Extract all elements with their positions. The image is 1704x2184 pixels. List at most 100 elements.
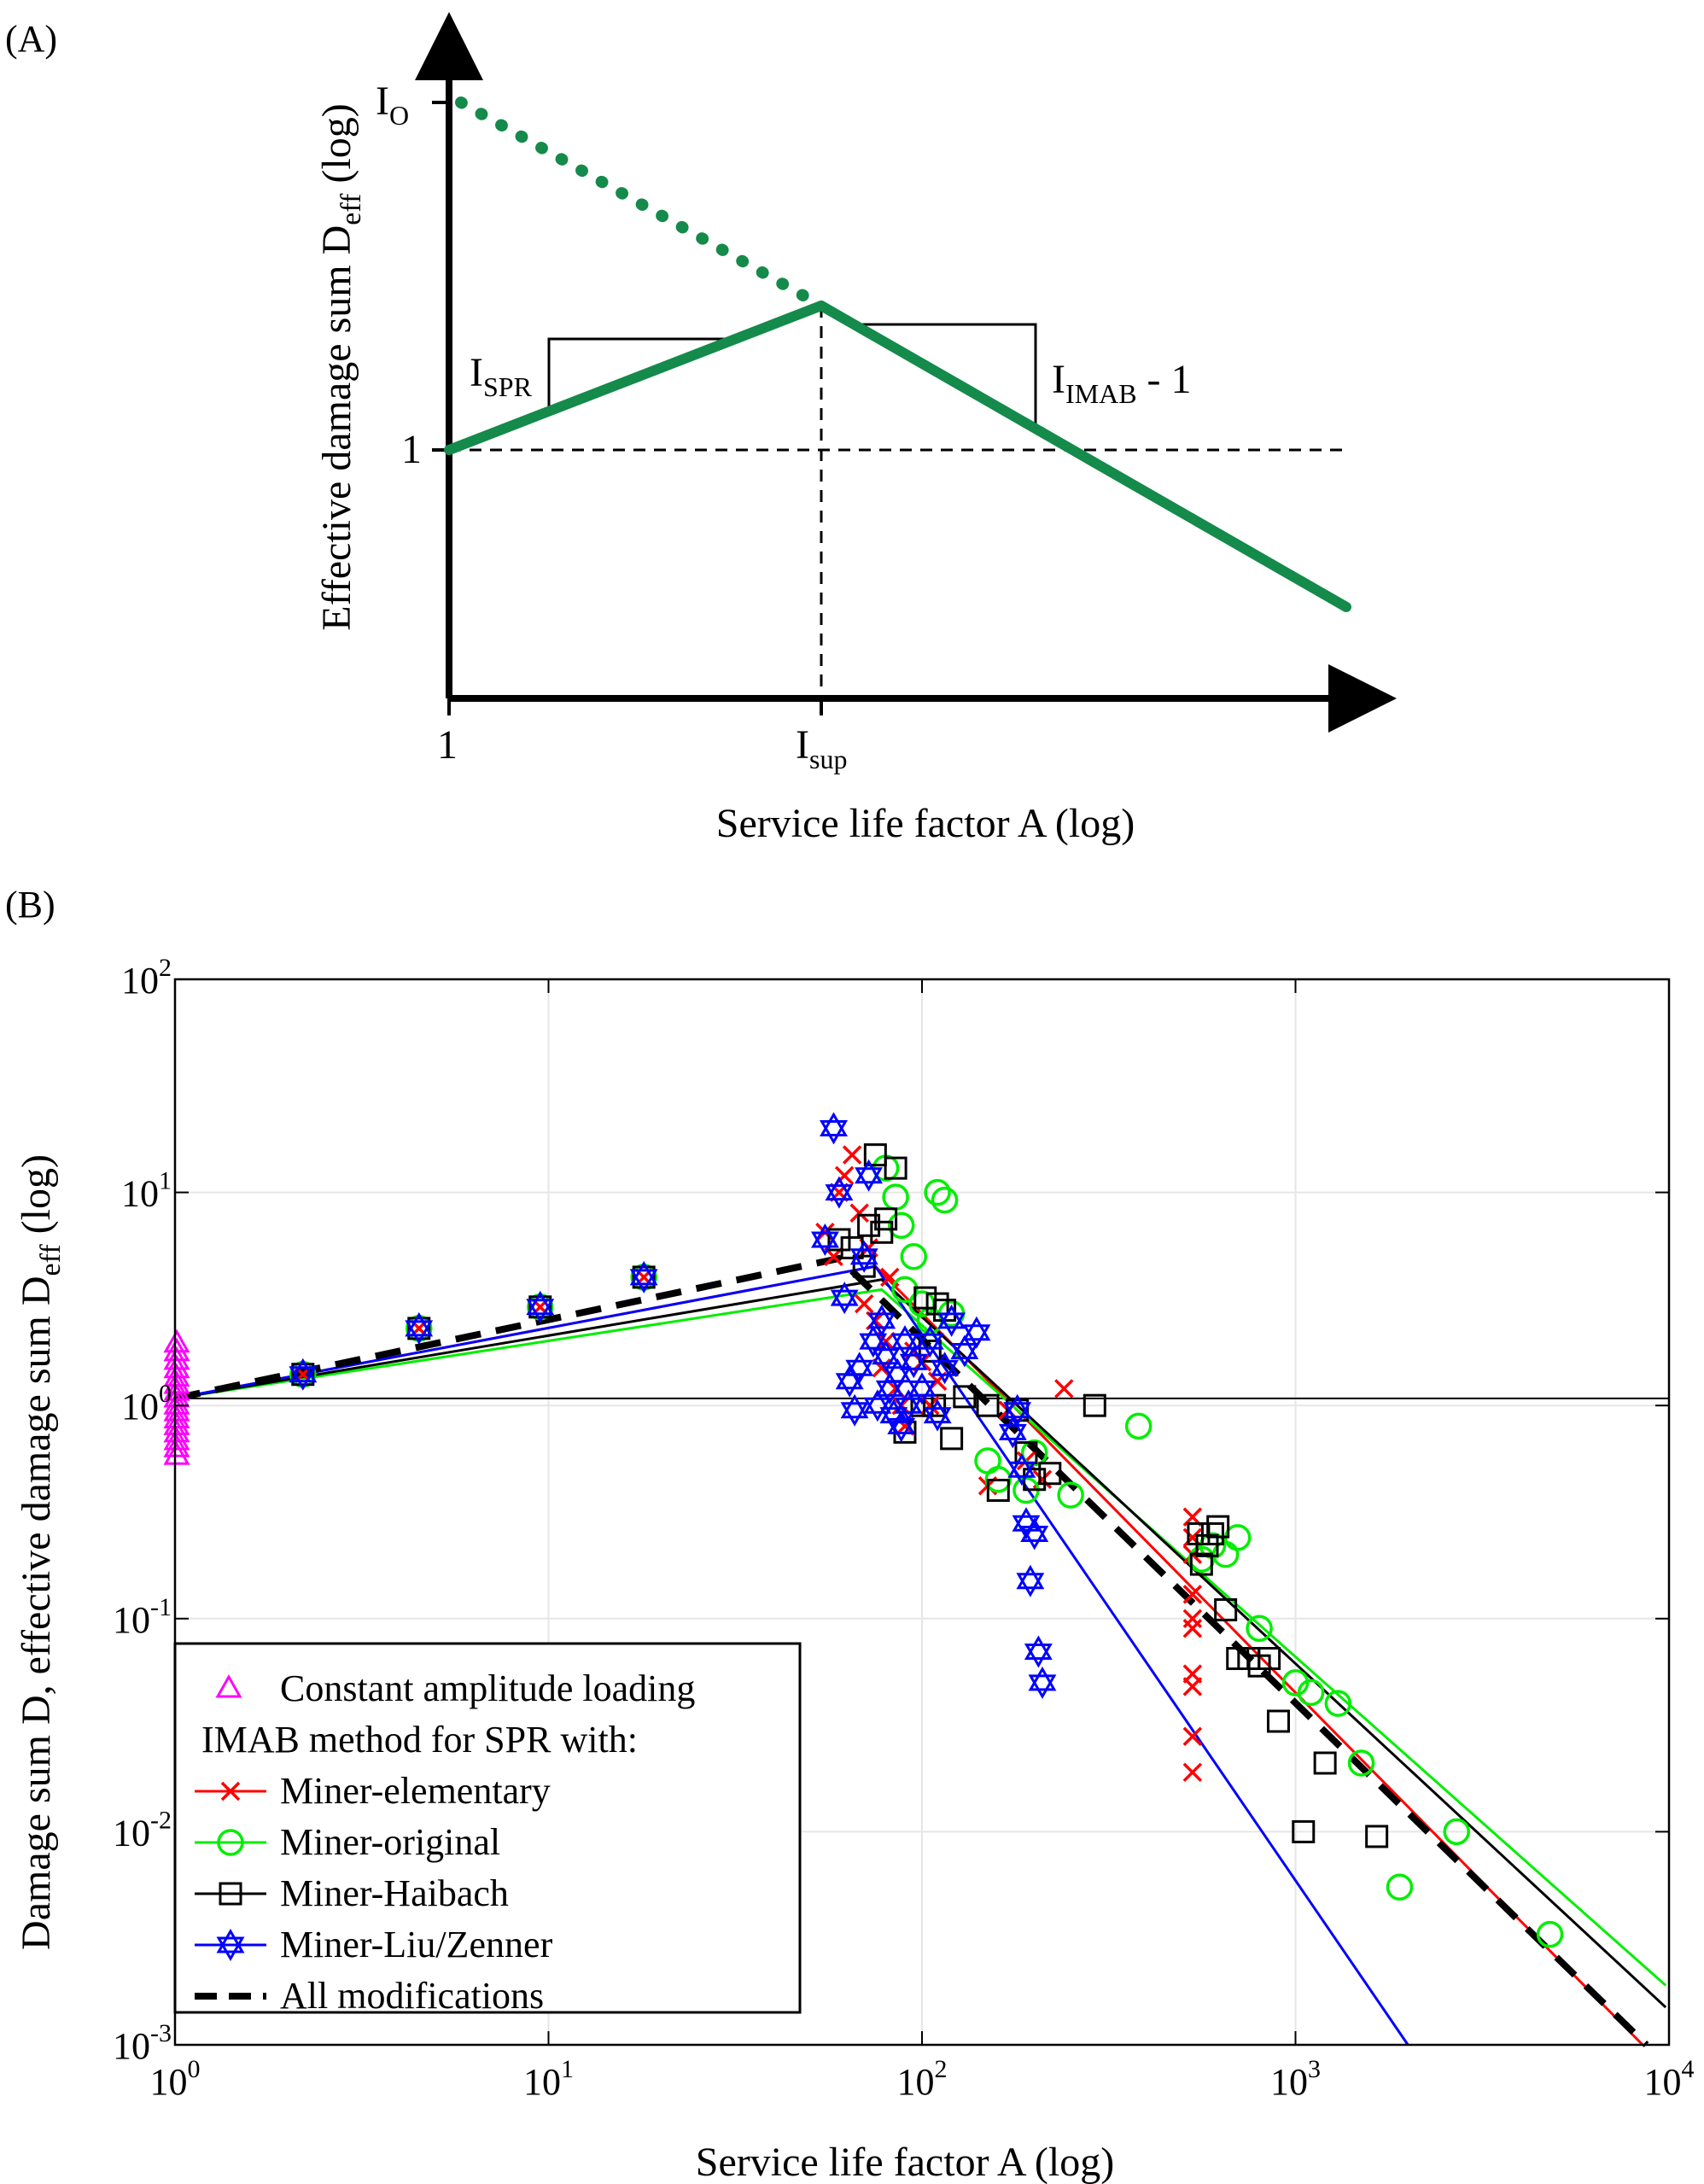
fit-line-1	[174, 1288, 1667, 1987]
data-point-hexagram	[962, 1316, 991, 1341]
data-point-square	[291, 1363, 315, 1387]
data-point-hexagram	[405, 1320, 434, 1345]
panel-b-data-points	[163, 1112, 1564, 1948]
data-point-hexagram	[825, 1184, 854, 1209]
data-point-hexagram	[937, 1312, 966, 1337]
data-point-hexagram	[867, 1304, 896, 1329]
data-point-hexagram	[1012, 1507, 1041, 1532]
data-point-square	[874, 1207, 898, 1231]
data-point-hexagram	[849, 1248, 878, 1273]
data-point-circle	[887, 1212, 915, 1240]
data-point-circle	[1020, 1439, 1048, 1467]
legend-mark-constant	[215, 1673, 242, 1698]
panel-a-slope-triangle-right	[854, 323, 1037, 423]
data-point-hexagram	[840, 1393, 869, 1419]
data-point-square	[1189, 1552, 1213, 1576]
data-point-circle	[984, 1466, 1012, 1493]
data-point-hexagram	[289, 1358, 318, 1383]
data-point-square	[1214, 1597, 1238, 1621]
data-point-hexagram	[863, 1389, 892, 1414]
data-point-square	[870, 1220, 894, 1244]
data-point-hexagram	[1020, 1517, 1049, 1542]
panel-a-x-axis-title: Service life factor A (log)	[716, 801, 1135, 846]
data-point-circle	[924, 1178, 951, 1206]
data-point-hexagram	[923, 1399, 952, 1424]
legend-entry-miner-elementary: Miner-elementary	[280, 1770, 551, 1812]
data-point-hexagram	[894, 1389, 923, 1414]
data-point-hexagram	[526, 1299, 555, 1323]
data-point-hexagram	[962, 1324, 991, 1349]
y-tick-label: 10-3	[113, 2019, 172, 2067]
y-tick-label: 10-1	[113, 1593, 172, 1641]
panel-a-curve-dotted	[455, 96, 827, 312]
data-point-hexagram	[950, 1334, 979, 1359]
data-point-hexagram	[845, 1359, 874, 1385]
data-point-hexagram	[950, 1343, 979, 1368]
data-point-hexagram	[998, 1416, 1027, 1440]
constant-amplitude-point	[163, 1363, 190, 1387]
panel-a-curve-rise	[444, 301, 826, 455]
data-point-square	[1313, 1751, 1337, 1775]
constant-amplitude-point	[163, 1426, 190, 1451]
data-point-square	[986, 1479, 1010, 1503]
fit-line-2	[174, 1278, 1667, 2009]
x-tick-label: 102	[897, 2055, 948, 2103]
data-point-x	[1182, 1726, 1203, 1747]
data-point-hexagram	[1003, 1393, 1032, 1419]
x-tick-label: 100	[150, 2055, 201, 2103]
data-point-hexagram	[915, 1333, 944, 1358]
panel-a-schematic: (A) IO 1 1 Isup ISPR IIMAB - 1 Service l…	[5, 12, 1397, 846]
data-point-hexagram	[998, 1423, 1027, 1449]
constant-amplitude-point	[163, 1337, 190, 1362]
data-point-hexagram	[859, 1333, 888, 1358]
data-point-square	[827, 1228, 851, 1252]
data-point-hexagram	[1020, 1526, 1049, 1550]
data-point-square	[1292, 1819, 1316, 1843]
data-point-hexagram	[840, 1402, 869, 1427]
panel-b-frame	[173, 978, 1671, 2047]
data-point-hexagram	[811, 1231, 839, 1257]
data-point-square	[1083, 1393, 1106, 1417]
legend-header: IMAB method for SPR with:	[201, 1719, 638, 1761]
data-point-square	[1266, 1709, 1290, 1733]
data-point-circle	[891, 1276, 919, 1304]
panel-a-x-tick-isup: Isup	[796, 722, 847, 774]
y-tick-label: 102	[121, 954, 172, 1001]
legend-mark-hexagram	[216, 1936, 245, 1961]
data-point-hexagram	[849, 1240, 878, 1265]
data-point-circle	[931, 1186, 959, 1214]
data-point-hexagram	[883, 1366, 912, 1391]
constant-amplitude-point	[163, 1391, 190, 1415]
y-tick-label: 100	[121, 1380, 172, 1428]
data-point-hexagram	[915, 1325, 944, 1350]
data-point-square	[1365, 1825, 1389, 1848]
panel-b-plot: (B) 100 101 102 103 104 10-3 10-2 10-1 100 101 102…	[5, 884, 1695, 2184]
panel-a-slope-triangle-left	[547, 337, 726, 408]
data-point-hexagram	[819, 1112, 849, 1136]
data-point-square	[884, 1156, 907, 1180]
data-point-circle	[1347, 1749, 1375, 1777]
data-point-x	[1054, 1379, 1074, 1399]
constant-amplitude-point	[163, 1369, 190, 1394]
legend-mark-square	[219, 1882, 242, 1906]
data-point-circle	[882, 1183, 909, 1211]
legend-entry-all-modifications: All modifications	[280, 1975, 544, 2017]
data-point-hexagram	[899, 1353, 928, 1379]
data-point-circle	[1124, 1412, 1153, 1440]
data-point-square	[940, 1427, 964, 1451]
legend-marks	[195, 1673, 266, 2000]
data-point-circle	[1281, 1669, 1310, 1696]
data-point-circle	[1297, 1679, 1325, 1707]
panel-b-x-axis-title: Service life factor A (log)	[696, 2140, 1114, 2184]
data-point-hexagram	[907, 1380, 937, 1405]
data-point-hexagram	[883, 1358, 912, 1383]
data-point-square	[1006, 1399, 1030, 1422]
legend-entry-miner-original: Miner-original	[280, 1821, 500, 1863]
panel-a-label: (A)	[5, 18, 57, 60]
data-point-square	[976, 1393, 1000, 1417]
data-point-hexagram	[890, 1325, 919, 1350]
constant-amplitude-point	[163, 1441, 190, 1465]
data-point-square	[1206, 1515, 1230, 1539]
data-point-circle	[974, 1447, 1001, 1474]
